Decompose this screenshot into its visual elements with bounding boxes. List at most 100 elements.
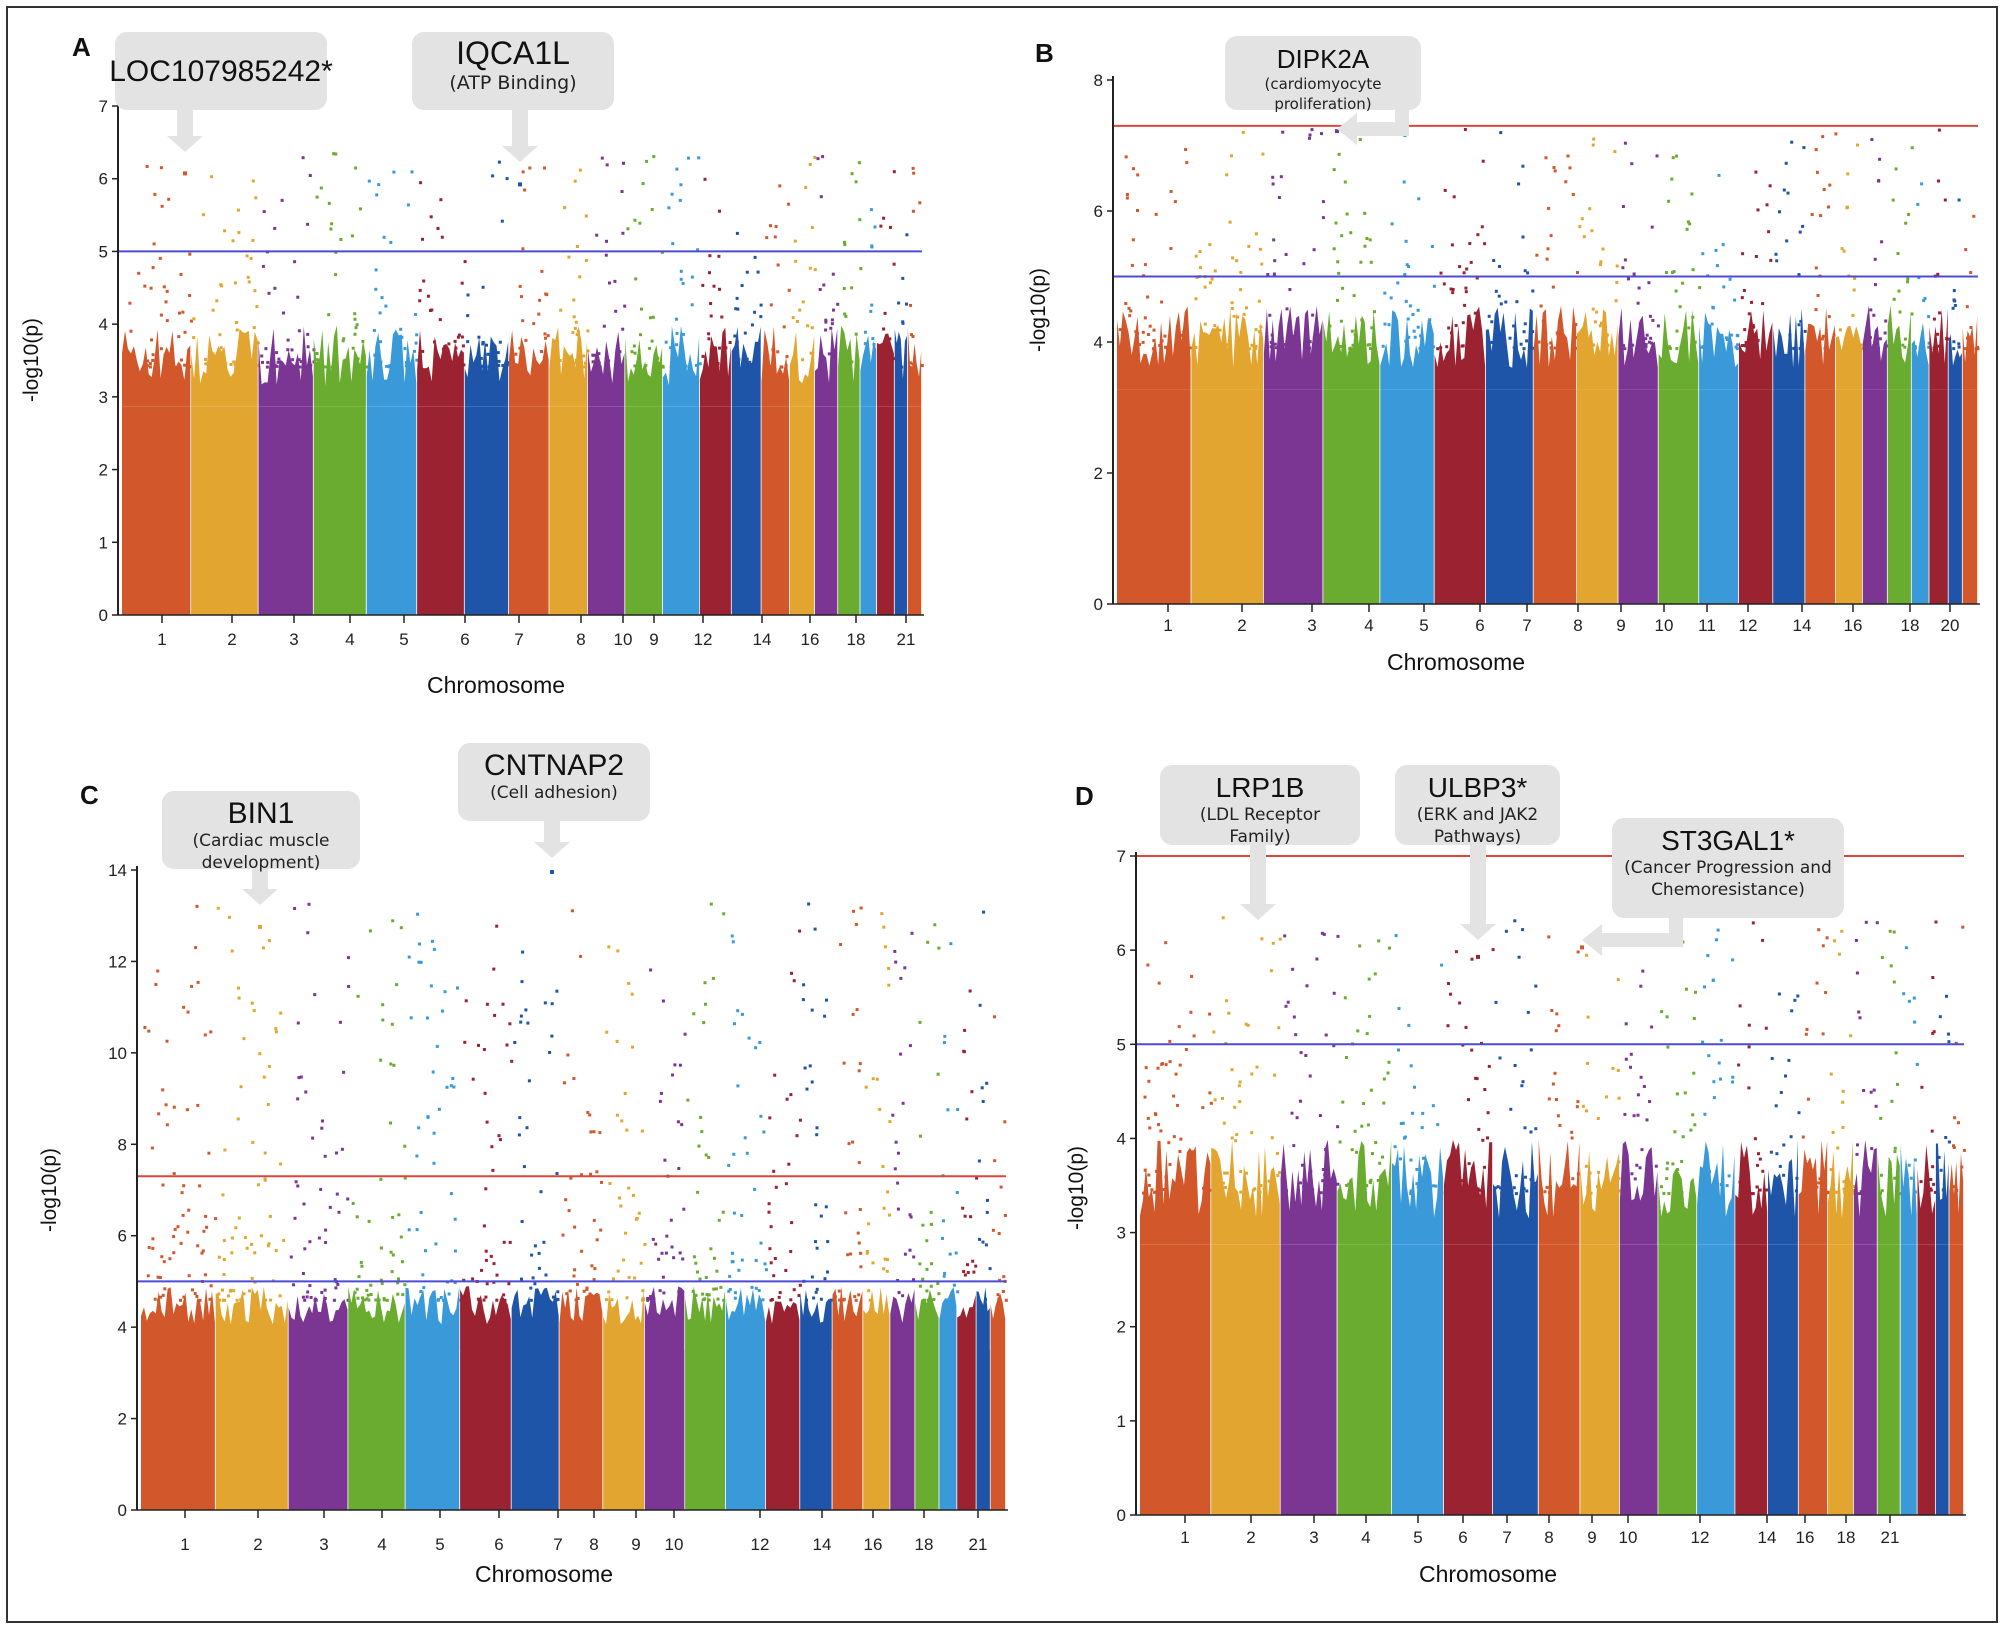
snp-point — [737, 1268, 741, 1272]
x-tick-label: 9 — [649, 630, 658, 649]
callout-note-line: Family) — [1229, 827, 1290, 847]
snp-point — [1815, 981, 1819, 985]
snp-point — [248, 1289, 251, 1293]
snp-point — [543, 1001, 547, 1005]
snp-point — [1128, 314, 1132, 318]
snp-point — [1878, 157, 1882, 161]
x-tick-label: 6 — [1458, 1528, 1467, 1547]
snp-point — [247, 361, 251, 365]
snp-point — [576, 1297, 580, 1300]
chromosome-body — [1739, 389, 1773, 604]
snp-point — [381, 1003, 385, 1007]
snp-point — [575, 333, 579, 337]
snp-point — [460, 335, 464, 339]
snp-point — [630, 992, 634, 996]
snp-point — [815, 1246, 819, 1250]
callout-iqca1l: IQCA1L(ATP Binding) — [412, 32, 614, 162]
snp-point — [903, 1252, 907, 1256]
chromosome-body — [1263, 389, 1323, 604]
snp-point — [1547, 935, 1551, 939]
snp-point — [1941, 1188, 1945, 1192]
snp-point — [965, 1117, 969, 1121]
snp-point — [1523, 1126, 1527, 1130]
snp-point — [249, 364, 253, 368]
snp-point — [1517, 182, 1521, 186]
snp-point — [153, 192, 157, 196]
snp-point — [1273, 259, 1277, 263]
snp-point — [600, 156, 604, 160]
snp-point — [418, 365, 422, 369]
snp-point — [625, 1128, 629, 1132]
snp-point — [573, 326, 577, 330]
snp-point — [385, 1298, 389, 1302]
snp-point — [1465, 267, 1469, 271]
snp-point — [421, 237, 424, 241]
snp-point — [1712, 1080, 1716, 1084]
chromosome-blocks — [141, 902, 1008, 1510]
snp-point — [671, 242, 675, 246]
snp-point — [1174, 344, 1177, 348]
snp-point — [518, 1116, 522, 1120]
snp-point — [1858, 1016, 1862, 1020]
snp-point — [1322, 932, 1326, 936]
snp-point — [694, 363, 698, 367]
snp-point — [719, 1285, 723, 1289]
snp-point — [846, 1253, 850, 1257]
snp-point — [250, 1001, 254, 1005]
snp-point — [984, 1243, 988, 1247]
snp-point — [909, 1215, 913, 1219]
snp-point — [1667, 199, 1671, 203]
chromosome-crest — [1392, 1146, 1444, 1245]
snp-point — [633, 218, 637, 222]
snp-point — [1740, 344, 1744, 347]
x-tick-label: 8 — [1544, 1528, 1553, 1547]
snp-point — [161, 1088, 165, 1092]
chromosome-body — [1768, 1244, 1798, 1515]
snp-point — [1501, 1185, 1505, 1189]
snp-point — [495, 924, 499, 928]
snp-point — [870, 303, 874, 307]
snp-point — [918, 1020, 922, 1024]
snp-point — [374, 287, 378, 291]
snp-point — [379, 1246, 383, 1250]
snp-point — [572, 298, 576, 302]
snp-point — [354, 166, 358, 170]
snp-point — [1347, 1182, 1351, 1186]
snp-point — [539, 365, 543, 369]
chromosome-body — [258, 406, 313, 615]
snp-point — [1897, 289, 1901, 293]
snp-point — [728, 341, 732, 344]
snp-point — [495, 1298, 499, 1302]
snp-point — [237, 986, 240, 990]
chromosome-body — [417, 406, 464, 615]
snp-point — [324, 1228, 328, 1232]
snp-point — [733, 1291, 737, 1295]
snp-point — [1636, 1093, 1640, 1097]
snp-point — [195, 1295, 199, 1298]
snp-point — [1644, 345, 1648, 349]
snp-point — [251, 1296, 255, 1300]
snp-point — [482, 365, 486, 369]
snp-point — [1643, 1190, 1647, 1194]
chromosome-crest — [800, 1290, 832, 1350]
chromosome-crest — [1280, 1139, 1337, 1245]
snp-point — [745, 365, 749, 369]
snp-point — [730, 934, 734, 938]
snp-point — [235, 1298, 239, 1302]
snp-point — [406, 203, 410, 207]
y-axis-label: -log10(p) — [38, 1148, 61, 1232]
snp-point — [1698, 286, 1702, 290]
snp-point — [955, 1191, 959, 1194]
snp-point — [1827, 205, 1830, 209]
snp-point — [172, 1251, 176, 1255]
snp-point — [188, 252, 192, 256]
snp-point — [1904, 946, 1908, 950]
snp-point — [1519, 342, 1523, 346]
snp-point — [435, 1044, 439, 1048]
snp-point — [1305, 984, 1309, 988]
snp-point — [814, 1290, 818, 1294]
chromosome-crest — [1735, 1142, 1768, 1245]
snp-point — [1880, 1173, 1883, 1177]
snp-point — [296, 295, 300, 299]
snp-point — [403, 1144, 407, 1148]
